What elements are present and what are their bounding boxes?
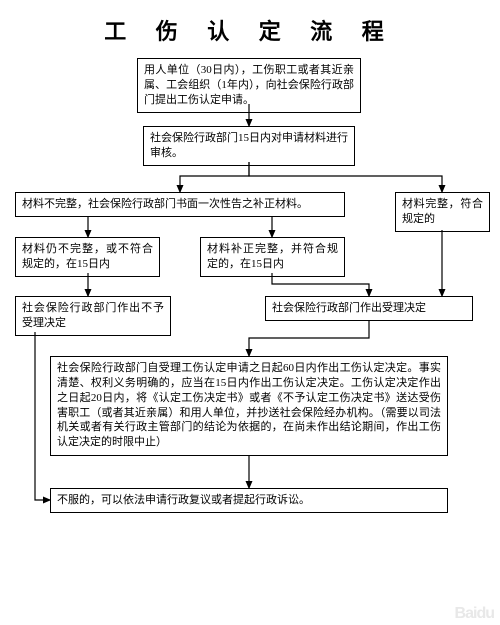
edge-1 (180, 162, 249, 192)
flow-node-n10: 不服的，可以依法申请行政复议或者提起行政诉讼。 (50, 488, 448, 513)
flow-node-n1: 用人单位（30日内），工伤职工或者其近亲属、工会组织（1年内），向社会保险行政部… (137, 58, 361, 113)
flow-node-n5: 材料仍不完整，或不符合规定的，在15日内 (15, 237, 160, 277)
edge-8 (249, 320, 369, 356)
flow-node-n3: 材料不完整，社会保险行政部门书面一次性告之补正材料。 (15, 192, 345, 217)
watermark: Baidu (455, 605, 494, 623)
flow-node-n7: 社会保险行政部门作出不予受理决定 (15, 296, 171, 336)
flow-node-n9: 社会保险行政部门自受理工伤认定申请之日起60日内作出工伤认定决定。事实清楚、权利… (50, 356, 448, 456)
flow-node-n2: 社会保险行政部门15日内对申请材料进行审核。 (143, 126, 355, 166)
edge-2 (249, 162, 442, 192)
flow-node-n6: 材料补正完整，并符合规定的，在15日内 (200, 237, 345, 277)
flow-node-n8: 社会保险行政部门作出受理决定 (265, 296, 473, 321)
page-title: 工 伤 认 定 流 程 (0, 0, 500, 54)
flow-node-n4: 材料完整，符合规定的 (395, 192, 490, 232)
edge-9 (35, 332, 50, 500)
